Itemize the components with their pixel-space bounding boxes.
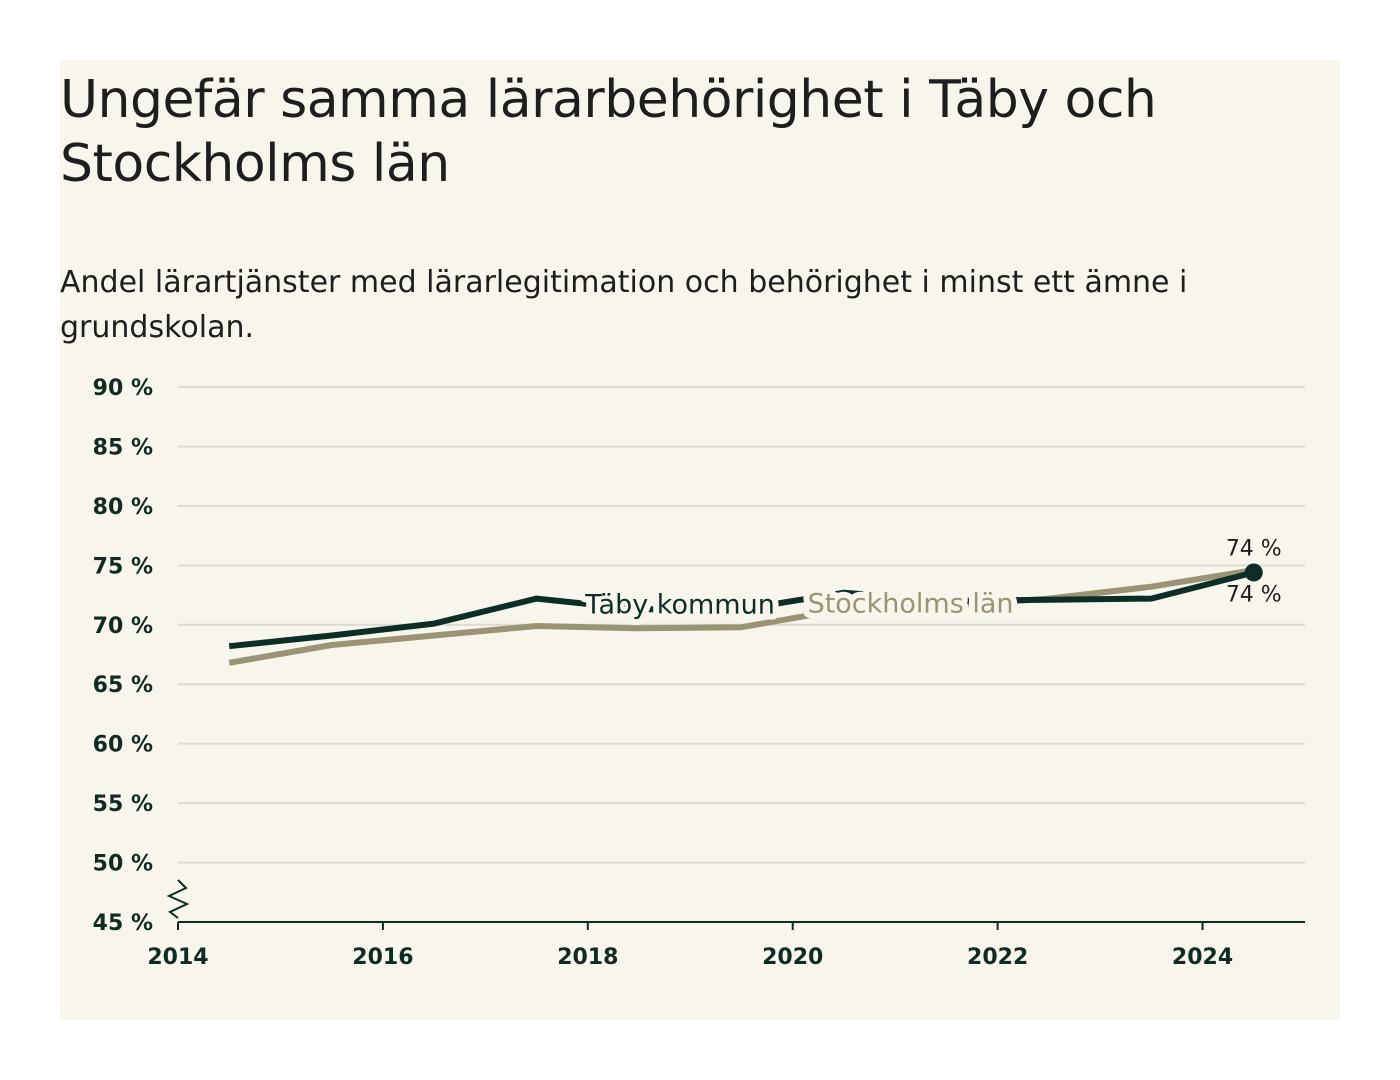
y-tick-label: 55 % (93, 792, 153, 817)
series-line-taby (228, 569, 1255, 650)
series-line-stockholm (228, 567, 1255, 666)
y-tick-label: 90 % (93, 376, 153, 401)
end-point-marker (1244, 563, 1263, 582)
y-tick-label: 75 % (93, 554, 153, 579)
x-tick-label: 2014 (147, 945, 208, 970)
x-tick-label: 2016 (352, 945, 413, 970)
x-tick-label: 2020 (762, 945, 823, 970)
chart-subtitle: Andel lärartjänster med lärarlegitimatio… (60, 265, 1188, 345)
chart-title: Ungefär samma lärarbehörighet i Täby och… (60, 70, 1157, 194)
axis-break-icon (166, 879, 190, 919)
series-label-taby: Täby kommun (584, 590, 775, 621)
end-value-label-taby: 74 % (1226, 582, 1282, 607)
series-label-stockholm: Stockholms län (808, 588, 1014, 619)
x-tick-label: 2022 (967, 945, 1028, 970)
end-value-label-stockholm: 74 % (1226, 536, 1282, 561)
y-tick-label: 80 % (93, 495, 153, 520)
y-tick-label: 50 % (93, 852, 153, 877)
y-tick-label: 60 % (93, 733, 153, 758)
y-tick-label: 65 % (93, 673, 153, 698)
y-tick-label: 70 % (93, 614, 153, 639)
chart-card: Ungefär samma lärarbehörighet i Täby och… (60, 60, 1340, 1020)
line-chart: 45 % 50 % 55 % 60 % 65 % 70 % 75 % 80 % 85 % 90 %… (93, 376, 1305, 970)
y-tick-label: 45 % (93, 911, 153, 936)
x-tick-label: 2018 (557, 945, 618, 970)
y-tick-label: 85 % (93, 435, 153, 460)
x-tick-label: 2024 (1172, 945, 1233, 970)
